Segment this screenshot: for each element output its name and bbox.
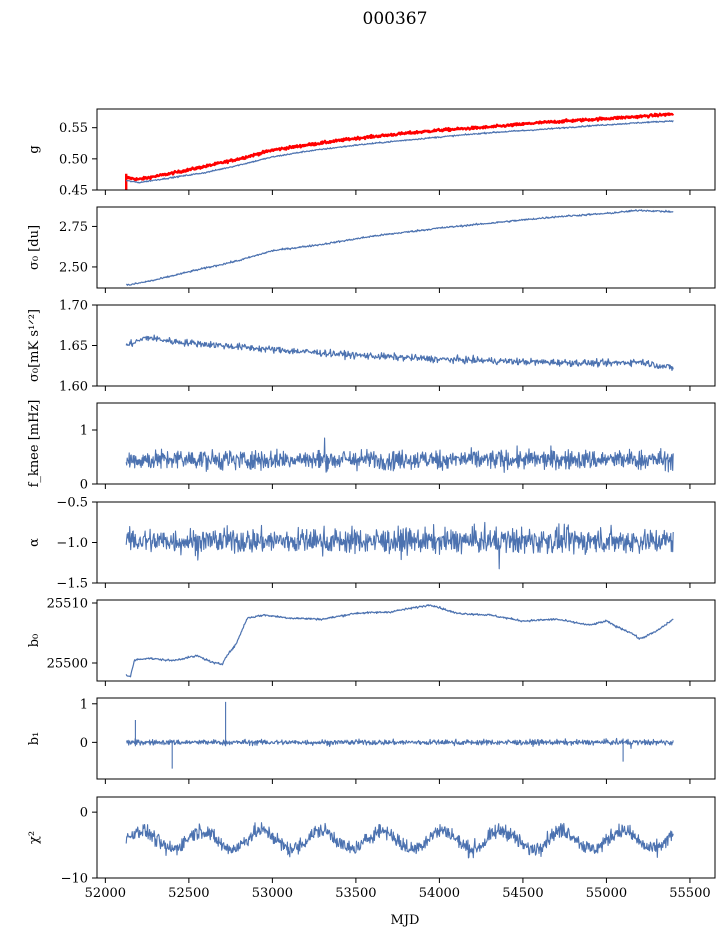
panel-sigma0-du: 2.50 2.75 σ₀ [du] — [27, 206, 716, 293]
y-tick-label-fknee: 1 — [80, 424, 88, 439]
x-tick-label: 53000 — [252, 886, 293, 901]
y-tick-label-g: 0.45 — [59, 184, 88, 199]
axes-frame-b0 — [96, 599, 716, 682]
series-line-chi2-0 — [125, 822, 674, 859]
y-axis-label-fknee: f_knee [mHz] — [27, 400, 42, 488]
axes-frame-sigma0-du — [96, 206, 716, 289]
series-line-sigma0-mk-0 — [125, 334, 674, 371]
x-tick-label: 53500 — [335, 886, 376, 901]
y-tick-label-sigma0-mk: 1.60 — [59, 380, 88, 395]
y-tick-label-alpha: −1.0 — [56, 536, 88, 551]
series-line-sigma0-du-0 — [126, 209, 674, 286]
y-tick-label-b0: 25500 — [47, 657, 88, 672]
series-line-g-1 — [125, 120, 674, 184]
panel-chi2: −10 0 52000 52500 53000 53500 54000 54500 55000 5… — [27, 796, 716, 901]
y-tick-label-fknee: 0 — [80, 478, 88, 493]
panel-b1: 0 1 b₁ — [27, 697, 716, 784]
x-tick-label: 54000 — [419, 886, 460, 901]
x-tick-label: 54500 — [502, 886, 543, 901]
axes-frame-sigma0-mk — [96, 304, 716, 387]
y-axis-label-chi2: χ² — [27, 831, 42, 844]
x-tick-label: 52000 — [85, 886, 126, 901]
axes-frame-fknee — [96, 402, 716, 485]
series-line-alpha-0 — [125, 521, 674, 570]
y-tick-label-sigma0-mk: 1.65 — [59, 339, 88, 354]
series-line-b0-0 — [125, 604, 674, 678]
axes-frame-b1 — [96, 697, 716, 780]
x-tick-label: 52500 — [168, 886, 209, 901]
y-axis-label-alpha: α — [27, 538, 42, 547]
y-axis-label-b0: b₀ — [27, 634, 42, 648]
series-line-fknee-0 — [125, 437, 674, 473]
y-tick-label-g: 0.55 — [59, 121, 88, 136]
y-tick-label-b0: 25510 — [47, 597, 88, 612]
x-axis-label: MJD — [391, 913, 420, 928]
x-tick-label: 55500 — [669, 886, 710, 901]
axes-frame-chi2 — [96, 796, 716, 879]
panel-b0: 25500 25510 b₀ — [27, 597, 716, 686]
y-axis-label-b1: b₁ — [27, 732, 42, 746]
chart-panels: 0.45 0.50 0.55 g 2.50 2.75 σ₀ [du] 1.60 1.65 1.70… — [27, 108, 716, 901]
y-tick-label-alpha: −0.5 — [56, 496, 88, 511]
y-tick-label-sigma0-du: 2.75 — [59, 220, 88, 235]
panel-g: 0.45 0.50 0.55 g — [27, 108, 716, 199]
panel-sigma0-mk: 1.60 1.65 1.70 σ₀[mK s¹ᐟ²] — [27, 299, 716, 395]
y-axis-label-sigma0-du: σ₀ [du] — [27, 225, 42, 270]
y-tick-label-b1: 0 — [80, 736, 88, 751]
y-tick-label-chi2: 0 — [80, 806, 88, 821]
y-axis-label-g: g — [27, 145, 42, 153]
y-tick-label-b1: 1 — [80, 697, 88, 712]
y-tick-label-chi2: −10 — [61, 872, 88, 887]
series-line-g-0 — [125, 112, 675, 190]
y-tick-label-sigma0-du: 2.50 — [59, 260, 88, 275]
panel-alpha: −1.5 −1.0 −0.5 α — [27, 496, 716, 592]
y-tick-label-sigma0-mk: 1.70 — [59, 299, 88, 314]
axes-frame-g — [96, 108, 716, 191]
figure-title: 000367 — [363, 9, 428, 29]
panel-fknee: 0 1 f_knee [mHz] — [27, 400, 716, 493]
series-line-b1-0 — [126, 701, 674, 769]
x-tick-label: 55000 — [586, 886, 627, 901]
y-tick-label-alpha: −1.5 — [56, 577, 88, 592]
y-tick-label-g: 0.50 — [59, 152, 88, 167]
y-axis-label-sigma0-mk: σ₀[mK s¹ᐟ²] — [27, 309, 42, 382]
